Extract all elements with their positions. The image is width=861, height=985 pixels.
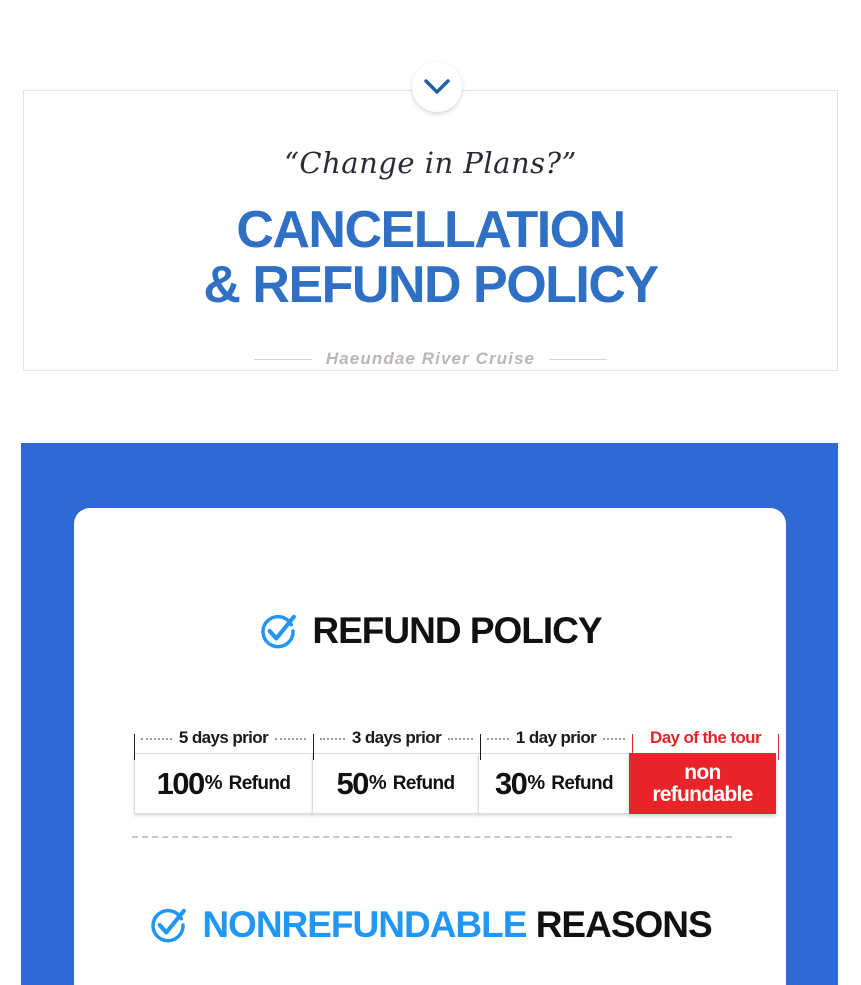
nonrefundable-heading-highlight: NONREFUNDABLE: [202, 904, 527, 945]
refund-policy-heading-row: REFUND POLICY: [74, 611, 786, 651]
refund-policy-heading: REFUND POLICY: [312, 610, 602, 651]
policy-card: REFUND POLICY 5 days prior 3 days prior: [74, 508, 786, 985]
refund-table-header-row: 5 days prior 3 days prior 1 day prior: [134, 723, 779, 760]
table-row-nonrefundable: non refundable: [629, 753, 776, 814]
nonrefundable-heading-row: NONREFUNDABLE REASONS: [74, 905, 786, 945]
refund-table-body-row: 100 % Refund 50 % Refund 30 % Refund: [134, 753, 779, 814]
subtitle-rule-right: [549, 358, 608, 360]
table-row: 50 % Refund: [312, 753, 479, 814]
refund-word: Refund: [228, 772, 291, 794]
percent-symbol: %: [368, 772, 387, 794]
header-tick-right: [778, 734, 779, 760]
header-tick: [480, 734, 481, 760]
brand-subtitle: Haeundae River Cruise: [325, 349, 536, 368]
header-script-text: “Change in Plans?”: [284, 146, 577, 180]
refund-word: Refund: [392, 772, 455, 794]
table-header-label: Day of the tour: [650, 728, 762, 747]
percent-symbol: %: [204, 772, 223, 794]
nonrefundable-line-2: refundable: [652, 782, 753, 806]
header-dots-right: [448, 738, 473, 740]
policy-panel: REFUND POLICY 5 days prior 3 days prior: [21, 443, 838, 985]
refund-percent: 30: [494, 765, 528, 801]
nonrefundable-line-1: non: [684, 760, 721, 784]
refund-percent: 50: [336, 765, 369, 801]
header-dots-left: [141, 738, 172, 740]
table-header-cell: 3 days prior: [313, 723, 480, 760]
circle-check-icon: [261, 614, 297, 649]
page-title: CANCELLATION & REFUND POLICY: [24, 203, 837, 313]
percent-symbol: %: [527, 772, 546, 794]
refund-table: 5 days prior 3 days prior 1 day prior: [134, 723, 779, 814]
table-header-label: 5 days prior: [178, 728, 269, 747]
header-dots-right: [275, 738, 306, 740]
header-tick: [632, 734, 633, 760]
page-title-line-1: CANCELLATION: [236, 201, 626, 259]
table-row: 30 % Refund: [478, 753, 630, 814]
refund-word: Refund: [551, 772, 614, 794]
refund-percent: 100: [156, 765, 206, 801]
header-tick: [313, 734, 314, 760]
circle-check-icon: [151, 908, 187, 943]
table-header-label: 1 day prior: [515, 728, 597, 747]
subtitle-rule-left: [253, 358, 312, 360]
table-row: 100 % Refund: [134, 753, 313, 814]
header-dots-right: [603, 738, 626, 740]
nonrefundable-heading-rest: REASONS: [535, 904, 713, 945]
chevron-down-icon[interactable]: [412, 62, 462, 112]
nonrefundable-heading: NONREFUNDABLE REASONS: [202, 904, 713, 945]
section-divider: [132, 836, 732, 838]
page-title-line-2: & REFUND POLICY: [203, 256, 659, 314]
header-dots-left: [320, 738, 345, 740]
table-header-cell: 5 days prior: [134, 723, 313, 760]
header-frame: “Change in Plans?” CANCELLATION & REFUND…: [23, 90, 838, 371]
table-header-cell-danger: Day of the tour: [632, 723, 779, 760]
table-header-label: 3 days prior: [351, 728, 442, 747]
header-dots-left: [487, 738, 509, 740]
header-tick: [134, 734, 135, 760]
subtitle-row: Haeundae River Cruise: [24, 349, 837, 369]
table-header-cell: 1 day prior: [480, 723, 632, 760]
